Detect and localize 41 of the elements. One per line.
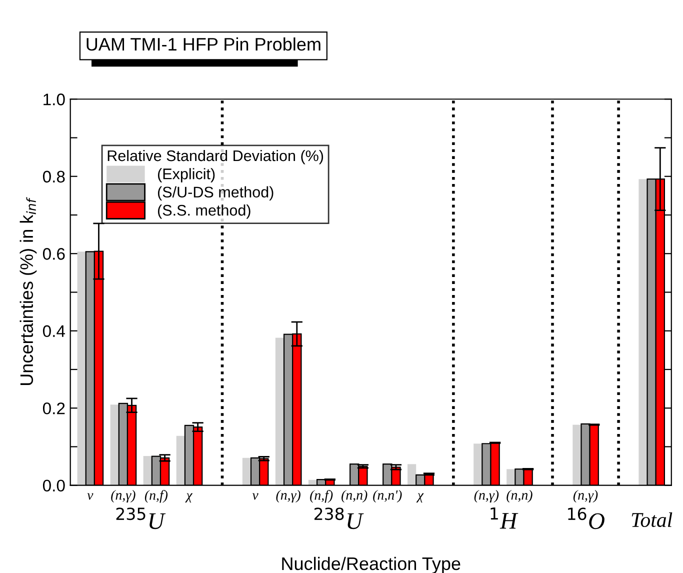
- legend-label: (Explicit): [158, 168, 215, 182]
- y-tick-label: 0.8: [42, 170, 65, 183]
- bar: [110, 404, 119, 486]
- x-tick-label: (n,γ): [573, 490, 598, 503]
- x-tick-label: (n,n'): [373, 490, 402, 503]
- bar: [474, 444, 482, 486]
- text: $^{238}$U: [314, 508, 364, 530]
- text: $^{16}$O: [568, 508, 604, 530]
- x-tick-label: (n,n): [506, 490, 532, 503]
- y-tick-label: 0.0: [42, 480, 65, 492]
- x-tick-label: Total: [632, 512, 672, 528]
- bar: [176, 436, 185, 486]
- legend-title: Relative Standard Deviation (%): [108, 150, 324, 164]
- bar: [275, 338, 284, 486]
- legend-label: (S.S. method): [158, 204, 250, 219]
- chart-title: UAM TMI-1 HFP Pin Problem: [86, 37, 320, 51]
- x-tick-label: (n,f): [144, 490, 168, 503]
- x-tick-label: χ: [185, 493, 193, 503]
- x-tick-label: (n,f): [310, 490, 333, 503]
- bar: [572, 424, 582, 486]
- y-tick-label: 1.0: [44, 94, 65, 106]
- x-tick-label: (n,γ): [276, 490, 300, 503]
- y-axis-title: Uncertainties (%) in k$_{inf}$: [20, 197, 37, 385]
- x-tick-label: ν: [87, 493, 94, 500]
- bar: [506, 469, 516, 486]
- x-tick-label: (n,n): [342, 490, 368, 503]
- bar: [143, 456, 152, 486]
- bar: [77, 252, 86, 486]
- bar: [408, 464, 416, 486]
- bar: [242, 458, 251, 486]
- legend-label: (S/U-DS method): [158, 186, 274, 201]
- bar: [638, 179, 648, 486]
- text: $^{1}$H: [490, 508, 518, 529]
- x-tick-label: χ: [416, 493, 424, 503]
- x-tick-label: (n,γ): [474, 490, 499, 503]
- text: $^{235}$U: [116, 508, 166, 530]
- x-tick-label: (n,γ): [111, 490, 136, 503]
- y-tick-label: 0.2: [42, 402, 65, 414]
- y-tick-label: 0.6: [42, 248, 65, 260]
- y-tick-label: 0.4: [42, 325, 65, 338]
- x-tick-label: ν: [252, 493, 258, 500]
